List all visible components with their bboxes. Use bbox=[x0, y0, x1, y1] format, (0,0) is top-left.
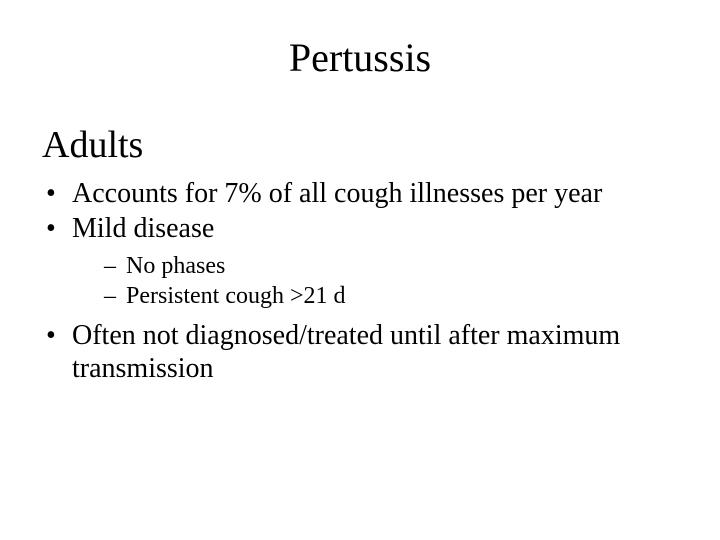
bullet-item: Accounts for 7% of all cough illnesses p… bbox=[42, 177, 660, 210]
sub-bullet-list: No phases Persistent cough >21 d bbox=[72, 251, 660, 311]
slide-title: Pertussis bbox=[0, 0, 720, 81]
bullet-text: Often not diagnosed/treated until after … bbox=[72, 320, 620, 384]
slide: Pertussis Adults Accounts for 7% of all … bbox=[0, 0, 720, 540]
bullet-text: Mild disease bbox=[72, 213, 214, 244]
bullet-item: Often not diagnosed/treated until after … bbox=[42, 319, 660, 385]
bullet-item: Mild disease No phases Persistent cough … bbox=[42, 212, 660, 311]
sub-bullet-text: Persistent cough >21 d bbox=[126, 283, 346, 309]
sub-bullet-item: No phases bbox=[104, 251, 660, 281]
sub-bullet-item: Persistent cough >21 d bbox=[104, 281, 660, 311]
sub-bullet-text: No phases bbox=[126, 253, 225, 279]
slide-subheading: Adults bbox=[42, 123, 720, 167]
bullet-list: Accounts for 7% of all cough illnesses p… bbox=[42, 177, 660, 385]
bullet-text: Accounts for 7% of all cough illnesses p… bbox=[72, 178, 602, 209]
